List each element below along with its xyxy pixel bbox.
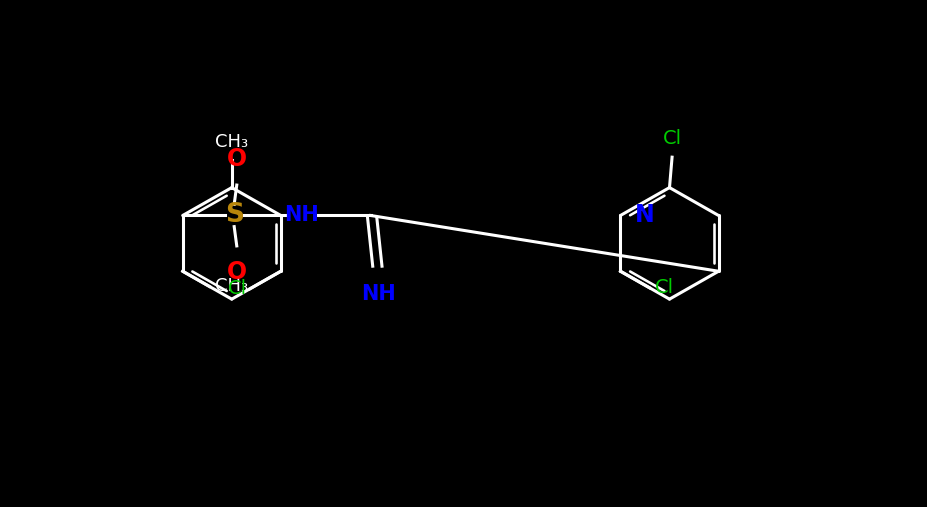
Text: S: S	[224, 202, 244, 229]
Text: Cl: Cl	[663, 129, 681, 148]
Text: CH₃: CH₃	[214, 277, 248, 296]
Text: O: O	[227, 148, 247, 171]
Text: Cl: Cl	[654, 278, 674, 297]
Text: Cl: Cl	[228, 279, 247, 299]
Text: N: N	[635, 203, 654, 228]
Text: O: O	[227, 260, 247, 283]
Text: CH₃: CH₃	[215, 133, 248, 151]
Text: NH: NH	[284, 205, 319, 226]
Text: NH: NH	[361, 284, 396, 304]
